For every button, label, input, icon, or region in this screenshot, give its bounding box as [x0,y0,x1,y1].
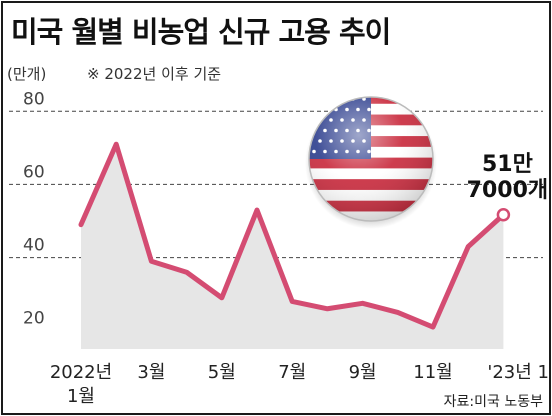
x-tick-label: 7월 [278,362,306,383]
y-tick-label: 60 [23,162,45,182]
x-tick-label: 11월 [413,362,452,383]
area-layer [81,144,504,349]
x-tick-label: 9월 [349,362,377,383]
x-tick-label: 2022년 [50,362,112,383]
chart-title: 미국 월별 비농업 신규 고용 추이 [11,15,391,49]
callout-label: 51만 [482,152,533,177]
x-tick-label: '23년 1월 [487,362,549,383]
y-tick-label: 80 [23,89,45,109]
data-point-last [496,208,511,222]
x-tick-label: 3월 [137,362,165,383]
callout-label: 7000개 [467,178,548,203]
chart-note: ※ 2022년 이후 기준 [87,65,222,83]
series-line [78,141,511,330]
y-unit-label: (만개) [7,65,47,83]
x-tick-label: 1월 [67,386,95,407]
y-tick-label: 20 [23,309,45,329]
x-axis-ticks: 2022년 1월 3월 5월 7월 9월 11월 '23년 1월 [50,362,549,407]
us-flag-icon [305,96,437,229]
series-area [81,144,504,349]
x-tick-label: 5월 [208,362,236,383]
y-axis-ticks: 20 40 60 80 [23,89,45,328]
source-label: 자료:미국 노동부 [443,394,543,410]
line-area-chart: 20 40 60 80 2022년 1월 3월 5월 7월 9월 11월 '23년 1월 51만70… [9,89,549,407]
y-tick-label: 40 [23,236,45,256]
